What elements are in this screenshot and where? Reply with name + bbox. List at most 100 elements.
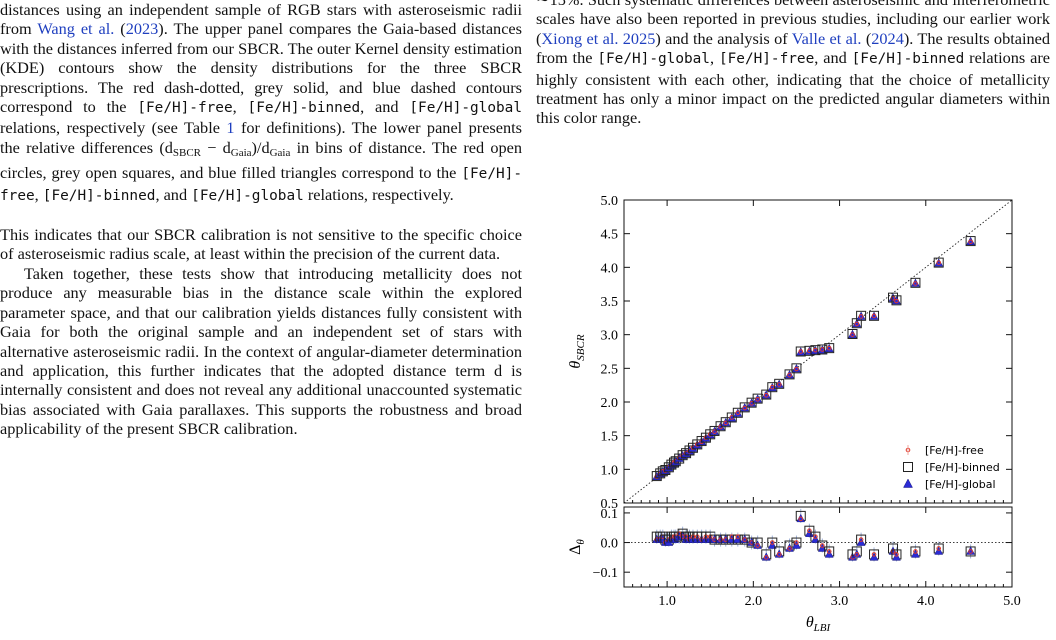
- y-tick-label: 2.0: [601, 396, 619, 411]
- point-binned: [761, 389, 772, 400]
- upper-panel: [623, 199, 1013, 504]
- point-free: [936, 260, 942, 265]
- point-free: [798, 349, 804, 354]
- point-free: [770, 384, 775, 390]
- x-tick-label: 1.0: [658, 594, 676, 609]
- figure-caption: distances using an independent sample of…: [0, 0, 523, 204]
- point-free: [723, 420, 729, 426]
- point-free: [826, 345, 832, 351]
- point-free: [871, 313, 877, 319]
- ref-valle-2024[interactable]: Valle et al.: [791, 28, 862, 48]
- point-free: [776, 382, 782, 387]
- left-column: distances using an independent sample of…: [0, 0, 522, 439]
- point-free: [968, 239, 973, 245]
- delta-free: [871, 552, 877, 557]
- lower-panel: [623, 506, 1013, 588]
- ref-xiong-2025[interactable]: Xiong et al. 2025: [541, 28, 656, 48]
- delta-free: [718, 537, 723, 542]
- y-tick-label: 5.0: [601, 194, 619, 209]
- point-binned: [869, 310, 880, 321]
- lower-y-tick-label: 0.0: [601, 537, 619, 552]
- point-free: [913, 281, 918, 286]
- point-free: [813, 347, 818, 353]
- delta-free: [787, 546, 792, 551]
- lower-frame: [623, 506, 1013, 588]
- delta-free: [813, 534, 818, 539]
- ref-valle-2024-year[interactable]: 2024: [871, 28, 904, 48]
- point-binned: [847, 328, 858, 339]
- point-binned: [965, 236, 976, 247]
- point-binned: [933, 257, 944, 268]
- point-free: [820, 347, 825, 352]
- body-paragraph-right: ∼15%. Such systematic differences betwee…: [536, 0, 1051, 128]
- ref-wang-2023-year[interactable]: 2023: [125, 19, 159, 39]
- point-global: [796, 347, 806, 356]
- lower-y-tick-label: −0.1: [593, 566, 618, 581]
- x-axis-label-sub: LBI: [813, 622, 832, 634]
- x-tick-label: 4.0: [917, 594, 935, 609]
- legend-label: [Fe/H]-binned: [925, 461, 1000, 474]
- delta-free: [683, 534, 689, 539]
- legend-marker-binned: [903, 462, 913, 472]
- delta-free: [676, 531, 682, 536]
- x-tick-label: 5.0: [1003, 594, 1021, 609]
- point-binned: [774, 378, 785, 389]
- ref-table-1[interactable]: 1: [226, 118, 235, 138]
- delta-free: [776, 552, 782, 557]
- point-global: [869, 311, 879, 320]
- point-free: [854, 321, 860, 327]
- x-tick-label: 3.0: [831, 594, 849, 609]
- point-free: [712, 429, 717, 434]
- point-binned: [784, 369, 795, 380]
- delta-free: [770, 540, 775, 545]
- axes-labels: 1.0 2.0 3.0 4.0 5.0 5.0 4.5 4.0 3.5 3.0 2.5 2.0 1.5 1…: [567, 194, 1021, 634]
- delta-free: [858, 537, 864, 542]
- delta-free: [735, 534, 741, 539]
- y-tick-label: 1.0: [601, 463, 619, 478]
- body-paragraph-2: Taken together, these tests show that in…: [0, 263, 522, 439]
- point-free: [858, 314, 864, 319]
- legend-label: [Fe/H]-free: [925, 444, 984, 457]
- point-free: [890, 296, 896, 301]
- lower-y-axis-label: Δθ: [567, 539, 587, 555]
- y-tick-label: 0.5: [601, 497, 619, 512]
- delta-free: [894, 552, 899, 557]
- lower-y-axis-label-sub: θ: [575, 539, 587, 545]
- point-binned: [791, 363, 802, 374]
- point-binned: [824, 343, 835, 354]
- delta-free: [763, 555, 769, 560]
- upper-frame: [623, 199, 1013, 504]
- point-binned: [856, 310, 867, 321]
- upper-y-axis-label-sub: SBCR: [575, 334, 587, 361]
- delta-free: [826, 549, 832, 554]
- ref-wang-2023[interactable]: Wang et al.: [37, 19, 115, 39]
- lower-y-tick-label: 0.1: [601, 507, 619, 522]
- y-tick-label: 1.5: [601, 430, 619, 445]
- delta-free: [742, 537, 748, 542]
- point-global: [934, 258, 944, 267]
- point-free: [763, 392, 769, 398]
- point-binned: [891, 295, 902, 306]
- point-free: [850, 332, 855, 337]
- point-free: [787, 372, 792, 378]
- delta-free: [794, 540, 799, 545]
- delta-free: [820, 543, 825, 548]
- legend-marker-global: [903, 478, 913, 488]
- point-free: [735, 410, 741, 416]
- x-axis-label: θLBI: [806, 614, 832, 634]
- point-binned: [888, 292, 899, 303]
- point-free: [794, 366, 799, 372]
- y-tick-label: 4.0: [601, 261, 619, 276]
- delta-free: [854, 552, 860, 557]
- y-tick-label: 3.5: [601, 295, 619, 310]
- x-tick-label: 2.0: [745, 594, 763, 609]
- delta-free: [755, 543, 760, 548]
- point-free: [742, 405, 748, 411]
- delta-free: [798, 516, 804, 522]
- upper-y-axis-label: θSBCR: [567, 334, 587, 368]
- y-tick-label: 4.5: [601, 228, 619, 243]
- y-tick-label: 2.5: [601, 362, 619, 377]
- delta-free: [913, 549, 918, 554]
- y-tick-label: 3.0: [601, 329, 619, 344]
- point-free: [894, 298, 899, 304]
